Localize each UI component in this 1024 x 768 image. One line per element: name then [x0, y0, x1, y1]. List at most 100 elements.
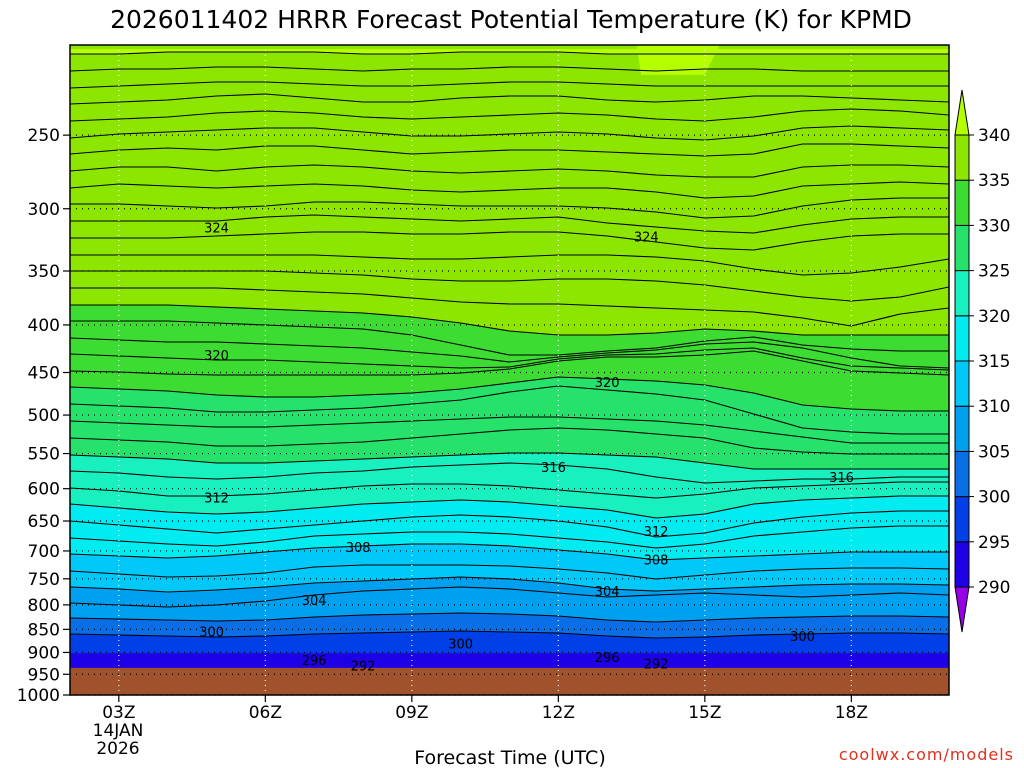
grid-lines	[70, 45, 949, 696]
x-tick-label: 06Z	[249, 703, 282, 723]
contour-line	[70, 481, 949, 499]
contour-label: 296	[302, 654, 327, 669]
contour-line	[70, 125, 949, 141]
x-date-line2: 2026	[96, 739, 139, 759]
contour-label: 320	[595, 376, 620, 391]
colorbar-segment	[954, 270, 970, 317]
contour-line	[70, 510, 949, 538]
contour-line	[70, 108, 949, 122]
colorbar-label: 305	[978, 442, 1010, 462]
contour-label: 304	[595, 585, 620, 600]
contour-line	[70, 462, 949, 484]
y-tick-label: 700	[28, 542, 60, 562]
contour-line	[70, 630, 949, 639]
contour-line	[70, 214, 949, 234]
y-tick-label: 350	[28, 262, 60, 282]
y-tick-label: 300	[28, 200, 60, 220]
contour-label: 316	[829, 471, 854, 486]
contour-line	[70, 287, 949, 327]
y-tick-label: 250	[28, 126, 60, 146]
colorbar-segment	[954, 315, 970, 362]
contour-line	[70, 337, 949, 369]
contour-line	[70, 270, 949, 302]
y-tick-label: 400	[28, 316, 60, 336]
contour-line	[70, 254, 949, 276]
contour-line	[70, 564, 949, 580]
contour-label: 300	[790, 630, 815, 645]
contour-label: 308	[346, 541, 371, 556]
contour-line	[70, 525, 949, 549]
contour-line	[70, 93, 949, 105]
colorbar-segment	[954, 179, 970, 226]
contour-line	[70, 66, 949, 72]
colorbar-label: 295	[978, 533, 1010, 553]
colorbar-label: 335	[978, 171, 1010, 191]
contour-label: 320	[204, 349, 229, 364]
y-tick-label: 450	[28, 364, 60, 384]
contour-line	[70, 416, 949, 444]
plot-frame	[69, 44, 950, 696]
colorbar-label: 290	[978, 578, 1010, 598]
y-tick-label: 550	[28, 445, 60, 465]
contour-label: 300	[199, 626, 224, 641]
contour-line	[70, 612, 949, 623]
colorbar-label: 325	[978, 262, 1010, 282]
x-tick-label: 12Z	[542, 703, 575, 723]
y-tick-label: 850	[28, 620, 60, 640]
contour-line	[70, 304, 949, 336]
colorbar-label: 340	[978, 126, 1010, 146]
contour-line	[70, 197, 949, 219]
contour-label: 308	[644, 554, 669, 569]
y-tick-label: 600	[28, 480, 60, 500]
theta-band-top	[70, 45, 949, 49]
theta-contour-lines	[70, 51, 949, 639]
y-tick-label: 950	[28, 665, 60, 685]
colorbar-segment	[954, 496, 970, 543]
contour-line	[70, 231, 949, 251]
contour-label: 292	[351, 660, 376, 675]
contour-label: 312	[644, 525, 669, 540]
y-tick-label: 750	[28, 570, 60, 590]
x-axis-label: Forecast Time (UTC)	[414, 747, 605, 768]
contour-label: 292	[644, 657, 669, 672]
terrain-fill	[70, 667, 949, 695]
contour-line	[70, 143, 949, 157]
colorbar-segment	[954, 360, 970, 407]
contour-line	[70, 576, 949, 593]
y-axis-ticks: 250 300 350 400 450 500 550 600 650 700 750 800 850 9…	[17, 126, 70, 706]
contour-line	[70, 495, 949, 519]
y-tick-label: 500	[28, 406, 60, 426]
colorbar-label: 315	[978, 352, 1010, 372]
x-date-line1: 14JAN	[93, 721, 144, 741]
contour-line	[70, 81, 949, 89]
contour-line	[70, 347, 949, 371]
contour-line	[70, 586, 949, 608]
y-tick-label: 650	[28, 512, 60, 532]
contour-label: 296	[595, 651, 620, 666]
x-tick-label: 09Z	[395, 703, 428, 723]
contour-line	[70, 376, 949, 412]
y-tick-label: 900	[28, 643, 60, 663]
contour-line	[70, 452, 949, 470]
colorbar-label: 300	[978, 488, 1010, 508]
contour-labels: 324 324 320 320 316 316 312 312 308 308 304 304 300 3…	[199, 221, 854, 675]
colorbar-segment	[954, 450, 970, 498]
x-tick-label: 15Z	[688, 703, 721, 723]
contour-label: 304	[302, 594, 327, 609]
y-tick-label: 1000	[17, 686, 60, 706]
colorbar-segment	[954, 134, 970, 181]
colorbar: 290 295 300 305 310 315 320 325 330 335 340	[954, 89, 1010, 633]
colorbar-segment	[954, 541, 970, 588]
x-tick-label: 18Z	[835, 703, 868, 723]
contour-label: 324	[634, 230, 659, 245]
credit-text: coolwx.com/models	[839, 745, 1014, 764]
x-tick-label: 03Z	[102, 703, 135, 723]
contour-label: 316	[541, 461, 566, 476]
chart-title: 2026011402 HRRR Forecast Potential Tempe…	[110, 5, 912, 34]
colorbar-label: 310	[978, 397, 1010, 417]
contour-label: 300	[448, 638, 473, 653]
contour-line	[70, 164, 949, 178]
theta-band-340	[636, 45, 720, 75]
contour-label: 324	[204, 221, 229, 236]
